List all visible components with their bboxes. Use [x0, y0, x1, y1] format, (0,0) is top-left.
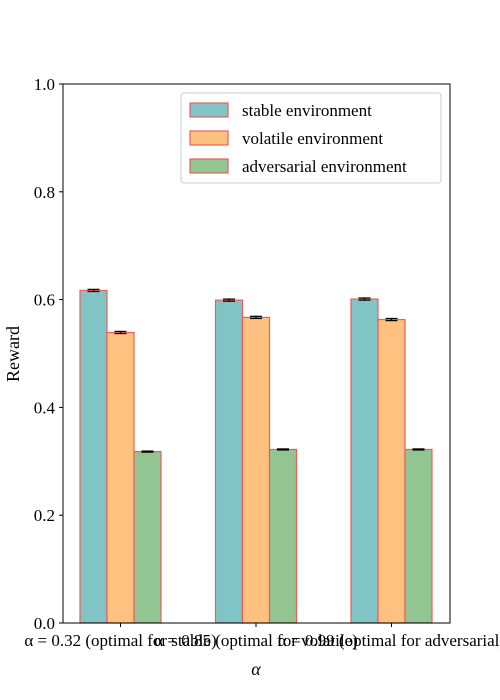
y-tick-label: 0.8 [34, 183, 55, 202]
legend-box [180, 92, 442, 184]
y-tick-label: 0.2 [34, 506, 55, 525]
bar-adversarial-environment [133, 450, 162, 624]
x-tick-label: α = 0.32 (optimal for stable) [24, 631, 216, 650]
legend-label: stable environment [242, 101, 372, 120]
bar-volatile-environment [106, 331, 135, 624]
y-tick-label: 0.0 [34, 614, 55, 633]
y-tick-label: 0.6 [34, 291, 55, 310]
bar-adversarial-environment [268, 448, 298, 624]
y-tick-label: 1.0 [34, 75, 55, 94]
x-axis-label: α [251, 659, 261, 679]
x-tick-label: α = 0.99 (optimal for adversarial) [278, 631, 500, 650]
bar-stable-environment [79, 289, 108, 624]
bar-volatile-environment [377, 318, 406, 624]
bar-adversarial-environment [404, 448, 433, 624]
legend-swatch [189, 130, 229, 146]
x-tick-label: α = 0.85 (optimal for volatile) [154, 631, 358, 650]
legend-label: volatile environment [242, 129, 383, 148]
bars-layer [79, 289, 433, 624]
error-bars-layer [87, 288, 425, 453]
x-axis: α = 0.32 (optimal for stable)α = 0.85 (o… [24, 623, 500, 650]
bar-volatile-environment [241, 316, 271, 624]
bar-stable-environment [350, 298, 379, 624]
legend-swatch [189, 102, 229, 118]
y-axis: 0.0 0.2 0.4 0.6 0.8 1.0 [34, 75, 63, 633]
legend: stable environment volatile environment ad… [180, 92, 442, 184]
y-axis-label: Reward [3, 326, 23, 382]
legend-label: adversarial environment [242, 157, 407, 176]
legend-swatch [189, 158, 229, 174]
y-tick-label: 0.4 [34, 398, 56, 417]
bar-stable-environment [214, 299, 244, 624]
